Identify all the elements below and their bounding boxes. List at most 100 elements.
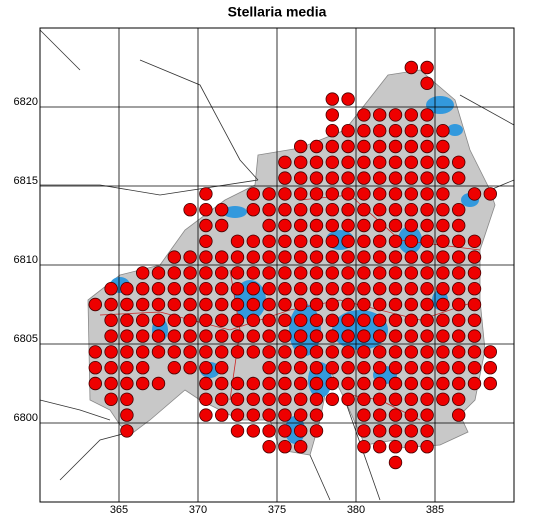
occurrence-dot: [278, 376, 292, 391]
occurrence-dot: [467, 266, 482, 280]
occurrence-dot: [373, 424, 387, 438]
occurrence-dot: [214, 202, 229, 217]
occurrence-dot: [388, 361, 403, 375]
occurrence-dot: [420, 123, 434, 138]
occurrence-dot: [373, 202, 387, 217]
occurrence-dot: [199, 202, 213, 217]
occurrence-dot: [436, 313, 450, 328]
occurrence-dot: [120, 282, 134, 296]
occurrence-dot: [151, 297, 166, 312]
occurrence-dot: [294, 266, 308, 280]
occurrence-dot: [325, 345, 340, 359]
occurrence-dot: [135, 266, 150, 280]
occurrence-dot: [309, 297, 324, 312]
occurrence-dot: [230, 282, 245, 296]
occurrence-dot: [420, 250, 434, 264]
occurrence-dot: [167, 266, 182, 280]
occurrence-dot: [325, 313, 340, 328]
occurrence-dot: [167, 329, 182, 343]
occurrence-dot: [309, 282, 324, 296]
occurrence-dot: [452, 218, 466, 233]
occurrence-dot: [357, 408, 371, 422]
occurrence-dot: [199, 187, 213, 201]
occurrence-dot: [309, 392, 324, 407]
occurrence-dot: [246, 313, 261, 328]
occurrence-dot: [309, 234, 324, 249]
occurrence-dot: [388, 234, 403, 249]
occurrence-dot: [294, 361, 308, 375]
occurrence-dot: [357, 424, 371, 438]
occurrence-dot: [199, 392, 213, 407]
occurrence-dot: [436, 123, 450, 138]
occurrence-dot: [309, 250, 324, 264]
occurrence-dot: [120, 345, 134, 359]
occurrence-dot: [167, 361, 182, 375]
occurrence-dot: [309, 329, 324, 343]
occurrence-dot: [278, 171, 292, 185]
occurrence-dot: [246, 297, 261, 312]
occurrence-dot: [104, 361, 118, 375]
occurrence-dot: [325, 266, 340, 280]
x-tick-label: 370: [189, 504, 207, 516]
occurrence-dot: [278, 282, 292, 296]
occurrence-dot: [88, 361, 103, 375]
occurrence-dot: [404, 202, 419, 217]
occurrence-dot: [404, 266, 419, 280]
occurrence-dot: [262, 345, 276, 359]
occurrence-dot: [151, 266, 166, 280]
occurrence-dot: [294, 187, 308, 201]
occurrence-dot: [325, 376, 340, 391]
occurrence-dot: [262, 187, 276, 201]
occurrence-dot: [309, 376, 324, 391]
occurrence-dot: [420, 282, 434, 296]
occurrence-dot: [325, 250, 340, 264]
occurrence-dot: [230, 234, 245, 249]
occurrence-dot: [357, 139, 371, 154]
occurrence-dot: [262, 329, 276, 343]
occurrence-dot: [467, 250, 482, 264]
occurrence-dot: [388, 282, 403, 296]
occurrence-dot: [436, 234, 450, 249]
occurrence-dot: [467, 329, 482, 343]
occurrence-dot: [104, 376, 118, 391]
occurrence-dot: [420, 139, 434, 154]
occurrence-dot: [151, 313, 166, 328]
occurrence-dot: [404, 424, 419, 438]
occurrence-dot: [278, 329, 292, 343]
occurrence-dot: [309, 313, 324, 328]
occurrence-dot: [420, 187, 434, 201]
occurrence-dot: [294, 234, 308, 249]
occurrence-dot: [404, 408, 419, 422]
occurrence-dot: [420, 108, 434, 122]
occurrence-dot: [373, 234, 387, 249]
occurrence-dot: [373, 123, 387, 138]
occurrence-dot: [436, 171, 450, 185]
occurrence-dot: [294, 155, 308, 170]
y-tick-label: 6800: [14, 412, 38, 424]
occurrence-dot: [388, 424, 403, 438]
occurrence-dot: [420, 408, 434, 422]
occurrence-dot: [373, 345, 387, 359]
occurrence-dot: [373, 171, 387, 185]
occurrence-dot: [199, 408, 213, 422]
occurrence-dot: [309, 345, 324, 359]
occurrence-dot: [246, 329, 261, 343]
occurrence-dot: [452, 282, 466, 296]
occurrence-dot: [388, 408, 403, 422]
occurrence-dot: [420, 376, 434, 391]
occurrence-dot: [325, 297, 340, 312]
occurrence-dot: [262, 424, 276, 438]
occurrence-dot: [373, 108, 387, 122]
occurrence-dot: [246, 250, 261, 264]
occurrence-dot: [294, 297, 308, 312]
occurrence-dot: [246, 202, 261, 217]
occurrence-dot: [214, 392, 229, 407]
occurrence-dot: [199, 266, 213, 280]
occurrence-dot: [452, 361, 466, 375]
occurrence-dot: [436, 297, 450, 312]
occurrence-dot: [151, 329, 166, 343]
occurrence-dot: [294, 424, 308, 438]
occurrence-dot: [388, 345, 403, 359]
occurrence-dot: [483, 376, 498, 391]
